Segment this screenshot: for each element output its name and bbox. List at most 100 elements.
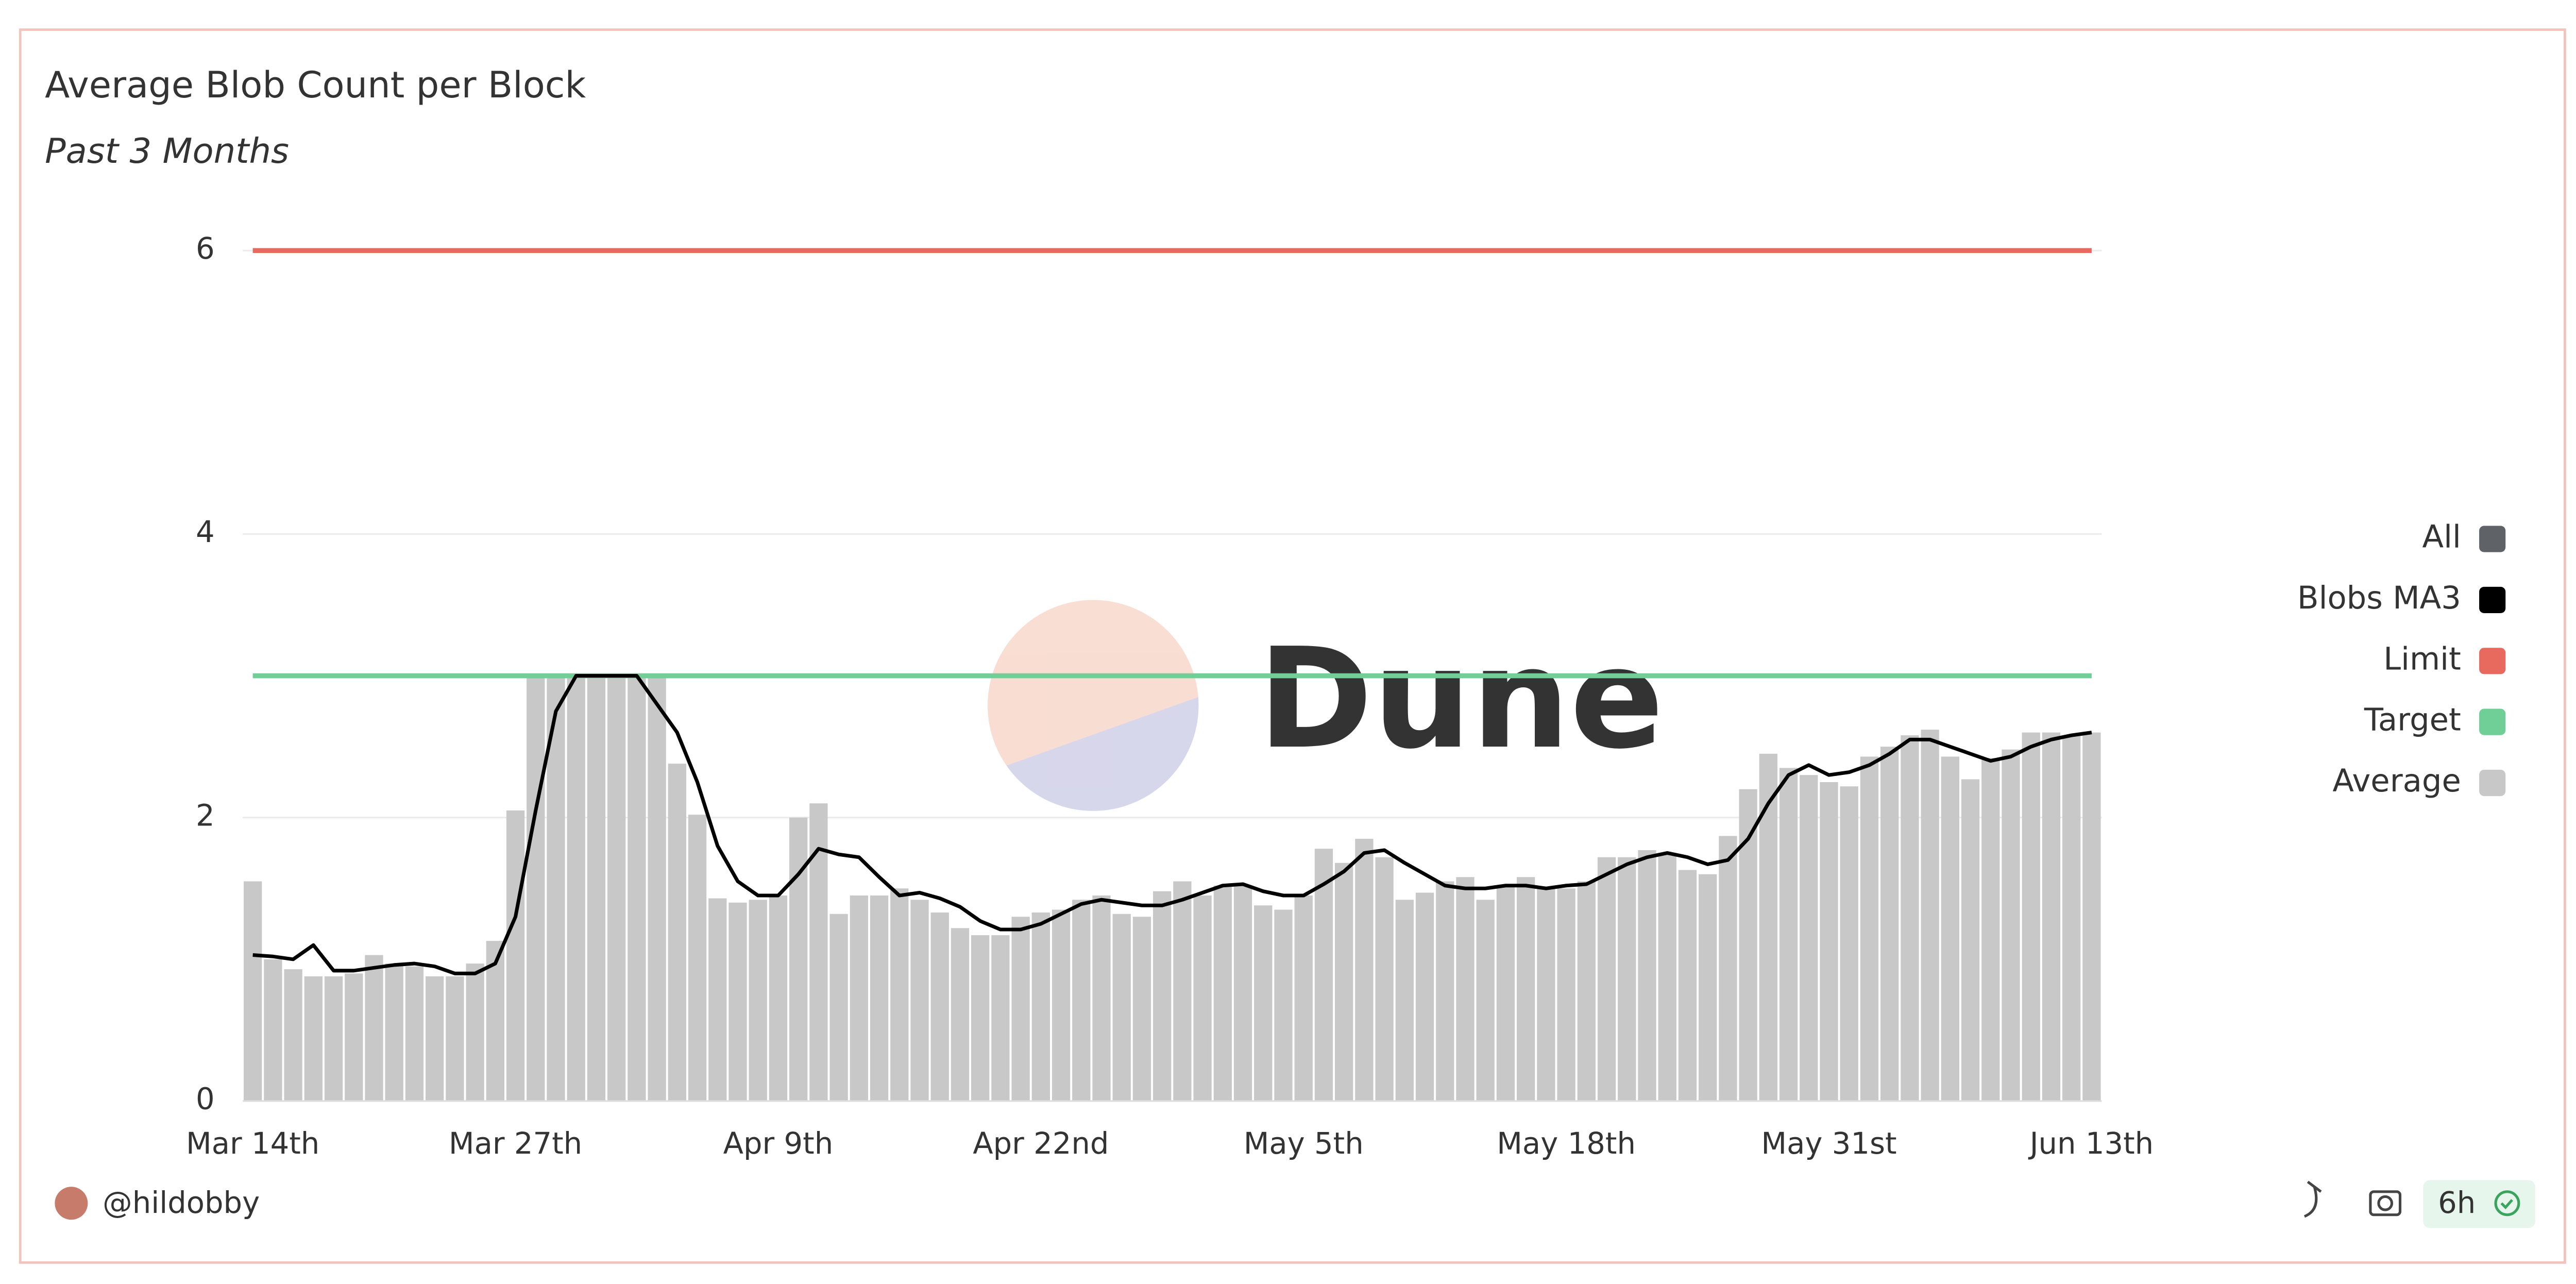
bar bbox=[567, 675, 585, 1101]
chart-title: Average Blob Count per Block bbox=[45, 64, 586, 106]
bar bbox=[1800, 775, 1818, 1101]
bar bbox=[688, 815, 707, 1101]
x-tick-label: May 31st bbox=[1761, 1126, 1896, 1161]
bar bbox=[2082, 732, 2101, 1101]
bar bbox=[1517, 877, 1535, 1101]
bar bbox=[1577, 881, 1596, 1101]
legend-swatch bbox=[2479, 769, 2506, 797]
bar bbox=[1719, 836, 1737, 1101]
legend-swatch bbox=[2479, 526, 2506, 552]
x-tick-label: Mar 14th bbox=[186, 1126, 319, 1161]
bar bbox=[708, 898, 727, 1101]
bar bbox=[1213, 885, 1232, 1101]
camera-icon[interactable] bbox=[2369, 1190, 2402, 1217]
author[interactable]: @hildobby bbox=[103, 1186, 260, 1220]
bar bbox=[1618, 857, 1636, 1101]
line bbox=[252, 674, 2092, 975]
x-tick-label: May 18th bbox=[1497, 1126, 1636, 1161]
avatar[interactable] bbox=[55, 1187, 88, 1220]
bar bbox=[1314, 849, 1333, 1101]
x-tick-label: Apr 22nd bbox=[973, 1126, 1109, 1161]
camera-lens bbox=[2377, 1195, 2394, 1211]
bar bbox=[951, 928, 970, 1101]
legend-label: Limit bbox=[2383, 641, 2461, 677]
legend-label: Target bbox=[2364, 702, 2461, 738]
bar bbox=[1496, 885, 1515, 1101]
bar bbox=[850, 896, 868, 1101]
bar bbox=[890, 888, 909, 1101]
bar bbox=[1294, 896, 1313, 1101]
bar bbox=[527, 675, 545, 1101]
legend-swatch bbox=[2479, 648, 2506, 674]
bar bbox=[587, 675, 606, 1101]
bar bbox=[405, 966, 424, 1101]
bar bbox=[284, 969, 302, 1101]
bar bbox=[324, 976, 343, 1101]
chart-subtitle: Past 3 Months bbox=[45, 131, 289, 171]
bar bbox=[1031, 913, 1050, 1101]
bar bbox=[1415, 892, 1434, 1101]
bar bbox=[1981, 758, 2000, 1101]
bar bbox=[930, 913, 949, 1101]
bar bbox=[1254, 905, 1273, 1101]
check-icon bbox=[2494, 1190, 2520, 1217]
legend-label: All bbox=[2422, 519, 2461, 555]
bar bbox=[365, 955, 383, 1101]
bar bbox=[1375, 857, 1394, 1101]
bar bbox=[506, 810, 525, 1101]
card bbox=[19, 28, 2566, 1264]
bar bbox=[1699, 874, 1717, 1101]
refresh-label: 6h bbox=[2438, 1186, 2476, 1220]
bar bbox=[345, 973, 363, 1101]
bar bbox=[1173, 881, 1192, 1101]
bar bbox=[1779, 768, 1798, 1101]
footer-icons bbox=[2303, 1180, 2402, 1218]
bar bbox=[1092, 896, 1111, 1101]
legend-swatch bbox=[2479, 708, 2506, 735]
bar bbox=[1355, 838, 1374, 1101]
bar bbox=[971, 935, 990, 1101]
bar bbox=[648, 675, 666, 1101]
bar bbox=[749, 900, 767, 1101]
bar bbox=[1678, 870, 1697, 1101]
bar bbox=[426, 976, 444, 1101]
check-mark bbox=[2500, 1199, 2513, 1209]
bar bbox=[2022, 732, 2040, 1101]
bar bbox=[607, 675, 626, 1101]
bar bbox=[466, 964, 484, 1101]
x-tick-label: Mar 27th bbox=[449, 1126, 582, 1161]
y-tick-label: 4 bbox=[196, 515, 215, 549]
legend-label: Average bbox=[2332, 763, 2461, 799]
bar bbox=[2002, 749, 2020, 1101]
bar bbox=[1901, 735, 1919, 1101]
bar bbox=[1537, 888, 1555, 1101]
bar bbox=[1274, 909, 1293, 1101]
bar bbox=[1941, 756, 1959, 1101]
bar bbox=[1193, 896, 1212, 1101]
bar bbox=[304, 976, 323, 1101]
y-tick-label: 6 bbox=[196, 231, 215, 266]
bar bbox=[910, 900, 929, 1101]
bar bbox=[1011, 917, 1030, 1101]
watermark-text: Dune bbox=[1258, 619, 1664, 780]
bar bbox=[829, 914, 848, 1101]
bar bbox=[1921, 730, 1939, 1101]
y-tick-label: 0 bbox=[196, 1082, 215, 1117]
bar bbox=[628, 675, 646, 1101]
bar bbox=[1557, 888, 1575, 1101]
bar bbox=[728, 902, 747, 1101]
bar bbox=[1436, 881, 1454, 1101]
bar bbox=[1153, 891, 1172, 1101]
x-tick-label: May 5th bbox=[1244, 1126, 1364, 1161]
watermark: Dune bbox=[987, 600, 1664, 811]
bar bbox=[264, 959, 282, 1101]
bar bbox=[789, 817, 808, 1101]
bar bbox=[1880, 747, 1899, 1101]
bar bbox=[991, 935, 1010, 1101]
fork-icon[interactable] bbox=[2303, 1180, 2322, 1218]
bar bbox=[1658, 853, 1676, 1101]
bar bbox=[1052, 909, 1071, 1101]
bar bbox=[1638, 850, 1656, 1101]
